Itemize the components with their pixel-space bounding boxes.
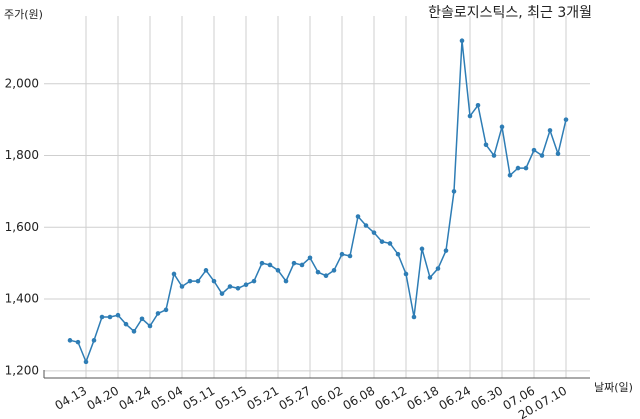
point <box>283 278 289 284</box>
y-tick-label: 1,400 <box>5 292 39 306</box>
point <box>443 248 449 253</box>
point <box>267 262 273 268</box>
y-tick-label: 1,600 <box>5 220 39 234</box>
x-tick-label: 05.21 <box>244 384 281 413</box>
x-tick-label: 06.18 <box>404 384 441 413</box>
point <box>67 338 73 343</box>
point <box>531 147 537 153</box>
y-axis-label: 주가(원) <box>4 8 43 21</box>
point <box>275 268 281 273</box>
point <box>379 239 385 244</box>
x-tick-label: 04.24 <box>116 384 153 413</box>
point <box>235 285 241 291</box>
point <box>203 268 209 273</box>
y-tick-label: 1,200 <box>5 363 39 377</box>
point <box>243 282 249 288</box>
point <box>155 311 161 316</box>
x-tick-label: 06.08 <box>340 384 377 413</box>
point <box>499 124 505 130</box>
point <box>355 214 361 219</box>
point <box>139 316 145 322</box>
point <box>411 314 417 320</box>
x-tick-label: 05.04 <box>148 384 185 413</box>
point <box>115 312 121 318</box>
x-tick-label: 05.15 <box>212 384 249 413</box>
point <box>299 262 305 268</box>
point <box>339 251 345 257</box>
x-tick-label: 04.20 <box>84 384 121 413</box>
point <box>475 102 481 108</box>
x-tick-label: 04.13 <box>52 384 89 413</box>
x-tick-label: 06.24 <box>436 384 473 413</box>
point <box>187 278 193 284</box>
x-tick-label: 05.11 <box>180 384 217 413</box>
point <box>547 128 553 133</box>
point <box>331 268 337 273</box>
point <box>195 278 201 284</box>
point <box>171 271 177 277</box>
x-tick-label: 06.02 <box>308 384 345 413</box>
point <box>427 275 433 280</box>
point <box>211 278 217 284</box>
point <box>403 271 409 277</box>
point <box>371 230 377 235</box>
point <box>555 151 561 157</box>
point <box>123 321 129 327</box>
point <box>387 241 393 246</box>
point <box>459 38 465 44</box>
point <box>435 266 441 271</box>
point <box>363 223 369 228</box>
point <box>347 253 353 259</box>
point <box>491 153 497 158</box>
point <box>395 251 401 257</box>
point <box>467 113 473 119</box>
point <box>515 165 521 171</box>
point <box>75 339 81 345</box>
point <box>483 142 489 148</box>
x-axis-label: 날짜(일) <box>594 380 633 394</box>
point <box>83 359 89 365</box>
point <box>91 338 97 343</box>
y-tick-label: 1,800 <box>5 148 39 162</box>
point <box>323 273 329 279</box>
line <box>69 40 567 364</box>
point <box>163 307 169 313</box>
point <box>227 284 233 289</box>
point <box>307 255 313 261</box>
point <box>539 153 545 158</box>
point <box>523 165 529 171</box>
point <box>259 260 265 266</box>
point <box>419 246 425 252</box>
x-tick-label: 05.27 <box>276 384 313 413</box>
point <box>563 117 569 122</box>
point <box>147 323 153 329</box>
x-tick-label: 06.12 <box>372 384 409 413</box>
point <box>219 291 225 296</box>
y-tick-label: 2,000 <box>5 76 39 90</box>
x-tick-label: 06.30 <box>468 384 505 413</box>
point <box>251 278 257 284</box>
point <box>179 284 185 289</box>
point <box>107 314 113 320</box>
point <box>315 269 321 275</box>
point <box>451 189 457 194</box>
point <box>99 314 105 320</box>
point <box>507 172 513 178</box>
chart-title: 한솔로지스틱스, 최근 3개월 <box>428 5 592 21</box>
point <box>131 329 137 334</box>
point <box>291 260 297 266</box>
